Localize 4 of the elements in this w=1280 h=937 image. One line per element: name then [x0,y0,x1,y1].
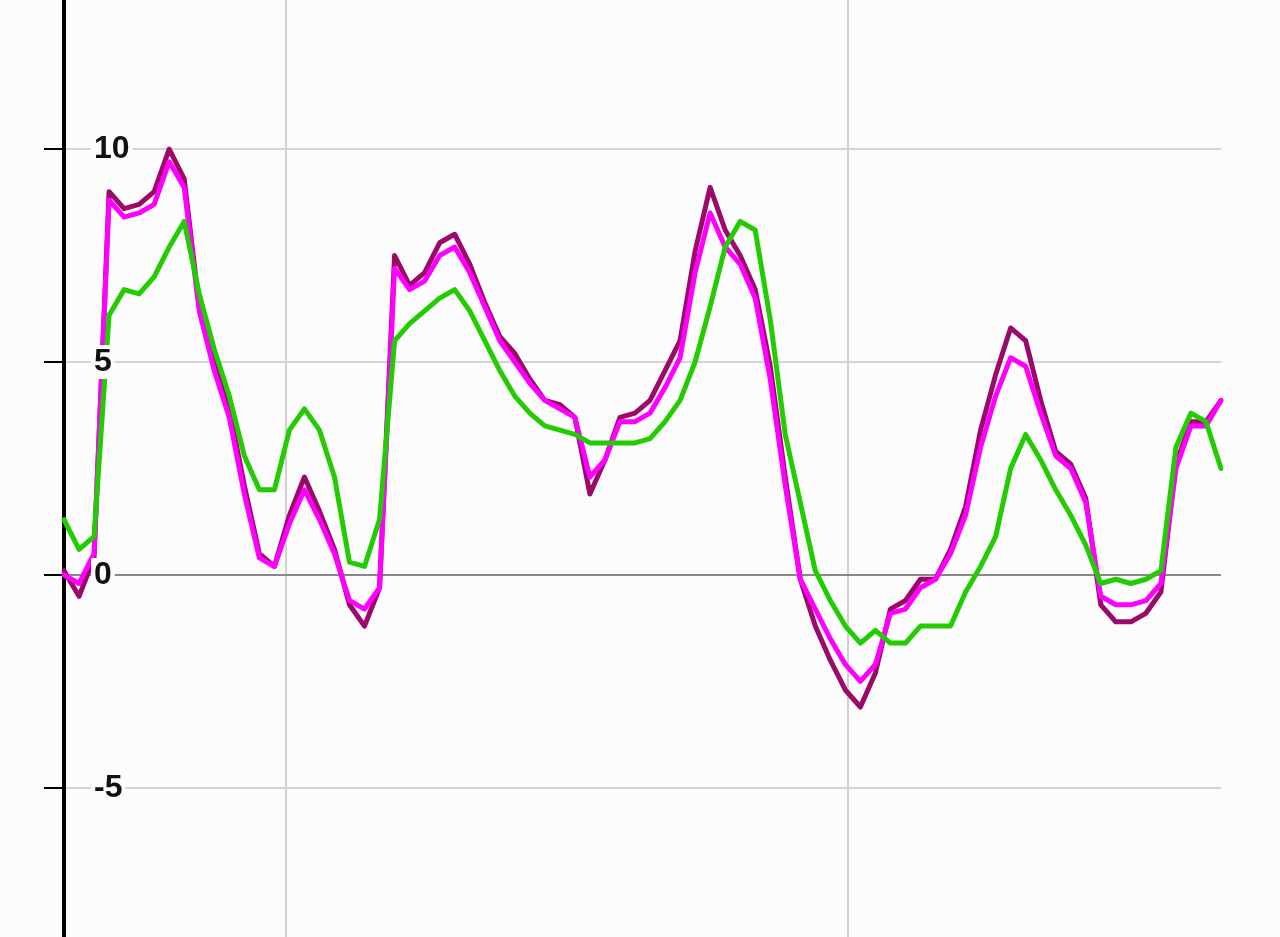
y-tick-label: 10 [94,128,130,165]
y-tick-label: 0 [94,554,112,591]
y-tick-label: 5 [94,341,112,378]
y-tick-label: -5 [94,767,123,804]
